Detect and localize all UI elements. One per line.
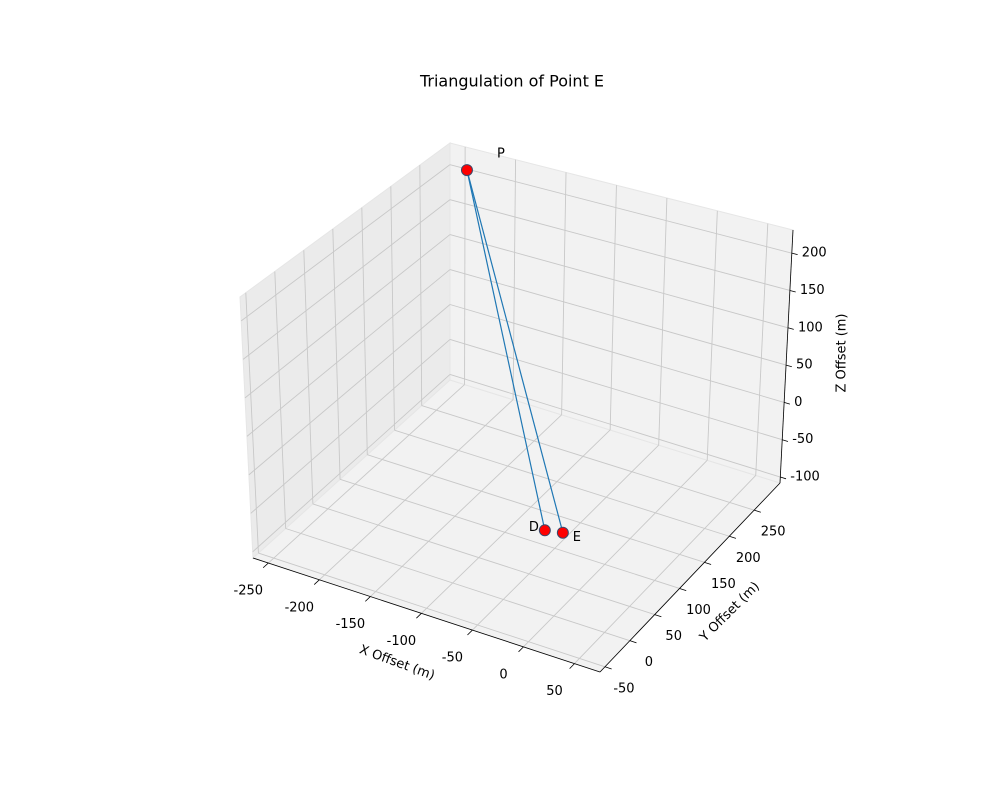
- grid-line: [449, 234, 789, 329]
- grid-line: [561, 172, 567, 415]
- y-tick: [629, 640, 637, 644]
- grid-line: [449, 199, 791, 291]
- z-axis-line: [779, 229, 794, 484]
- point-label: D: [529, 520, 539, 535]
- grid-line: [339, 478, 680, 589]
- z-tick-label: 50: [796, 358, 813, 373]
- z-tick: [791, 252, 798, 256]
- z-tick: [780, 476, 787, 480]
- grid-line: [421, 405, 755, 511]
- grid-line: [394, 429, 730, 537]
- grid-line: [248, 304, 451, 476]
- grid-line: [464, 146, 466, 385]
- y-tick: [729, 535, 737, 539]
- x-tick: [365, 596, 371, 602]
- grid-line: [449, 269, 787, 366]
- x-tick-label: -100: [387, 634, 417, 649]
- grid-line: [285, 528, 630, 642]
- grid-line: [449, 373, 781, 478]
- chart-title: Triangulation of Point E: [419, 72, 604, 91]
- grid-line: [449, 164, 792, 254]
- grid-line: [361, 207, 368, 455]
- point: [556, 526, 569, 539]
- grid-line: [390, 186, 395, 431]
- y-tick-label: 50: [665, 629, 682, 644]
- x-tick: [518, 646, 524, 653]
- x-tick: [313, 579, 320, 585]
- x-tick-label: 50: [546, 684, 563, 699]
- y-tick-label: 0: [645, 655, 653, 670]
- point: [460, 164, 473, 177]
- grid-line: [274, 271, 287, 529]
- grid-line: [706, 210, 718, 461]
- y-tick: [604, 666, 612, 670]
- z-tick: [782, 439, 789, 442]
- x-tick-label: -50: [442, 651, 463, 666]
- point: [538, 524, 551, 537]
- y-tick: [654, 614, 662, 618]
- x-tick: [416, 613, 422, 619]
- x-tick-label: 0: [499, 667, 507, 682]
- x-tick: [262, 562, 269, 569]
- y-tick-label: 100: [686, 603, 711, 618]
- grid-line: [252, 374, 451, 553]
- y-tick-label: 200: [736, 551, 761, 566]
- grid-line: [244, 234, 451, 399]
- z-tick: [787, 327, 794, 330]
- y-tick: [679, 588, 687, 591]
- sight-line: [466, 169, 564, 533]
- x-axis-line: [252, 557, 601, 673]
- x-tick-label: -250: [234, 584, 264, 599]
- z-tick: [785, 364, 792, 368]
- grid-line: [449, 339, 783, 441]
- x-tick-label: -150: [336, 617, 366, 632]
- z-tick: [784, 402, 791, 405]
- grid-line: [419, 165, 423, 406]
- grid-line: [449, 304, 785, 403]
- z-tick-label: 100: [798, 320, 823, 335]
- z-axis-label: Z Offset (m): [835, 313, 850, 392]
- grid-line: [512, 159, 517, 400]
- grid-line: [312, 503, 655, 615]
- z-tick-label: -100: [790, 470, 820, 485]
- point-label: P: [497, 147, 505, 162]
- grid-line: [245, 292, 259, 554]
- grid-line: [258, 552, 606, 668]
- sight-line: [466, 169, 546, 531]
- grid-line: [658, 197, 668, 446]
- grid-line: [303, 250, 314, 504]
- marks: P D E: [460, 147, 581, 545]
- z-tick-label: 0: [794, 395, 802, 410]
- x-tick-label: -200: [285, 600, 315, 615]
- y-tick: [704, 561, 712, 565]
- grid-line: [332, 228, 341, 480]
- grid-line: [246, 269, 451, 437]
- grid-line: [367, 454, 705, 563]
- grid-line: [609, 185, 617, 430]
- grid-line: [242, 199, 451, 360]
- point-label: E: [573, 530, 581, 545]
- z-tick-label: 200: [802, 246, 827, 261]
- grid-line: [755, 223, 769, 476]
- x-tick: [467, 629, 473, 636]
- grid-line: [250, 339, 451, 514]
- y-tick-label: 250: [761, 525, 786, 540]
- grid: [240, 146, 792, 668]
- x-tick: [569, 663, 575, 669]
- y-tick-label: -50: [613, 681, 634, 696]
- y-tick-label: 150: [711, 577, 736, 592]
- grid-line: [240, 164, 451, 322]
- panes: [239, 142, 794, 673]
- z-tick-label: 150: [800, 283, 825, 298]
- y-tick: [754, 509, 761, 513]
- z-tick-label: -50: [792, 432, 813, 447]
- z-tick: [789, 290, 796, 293]
